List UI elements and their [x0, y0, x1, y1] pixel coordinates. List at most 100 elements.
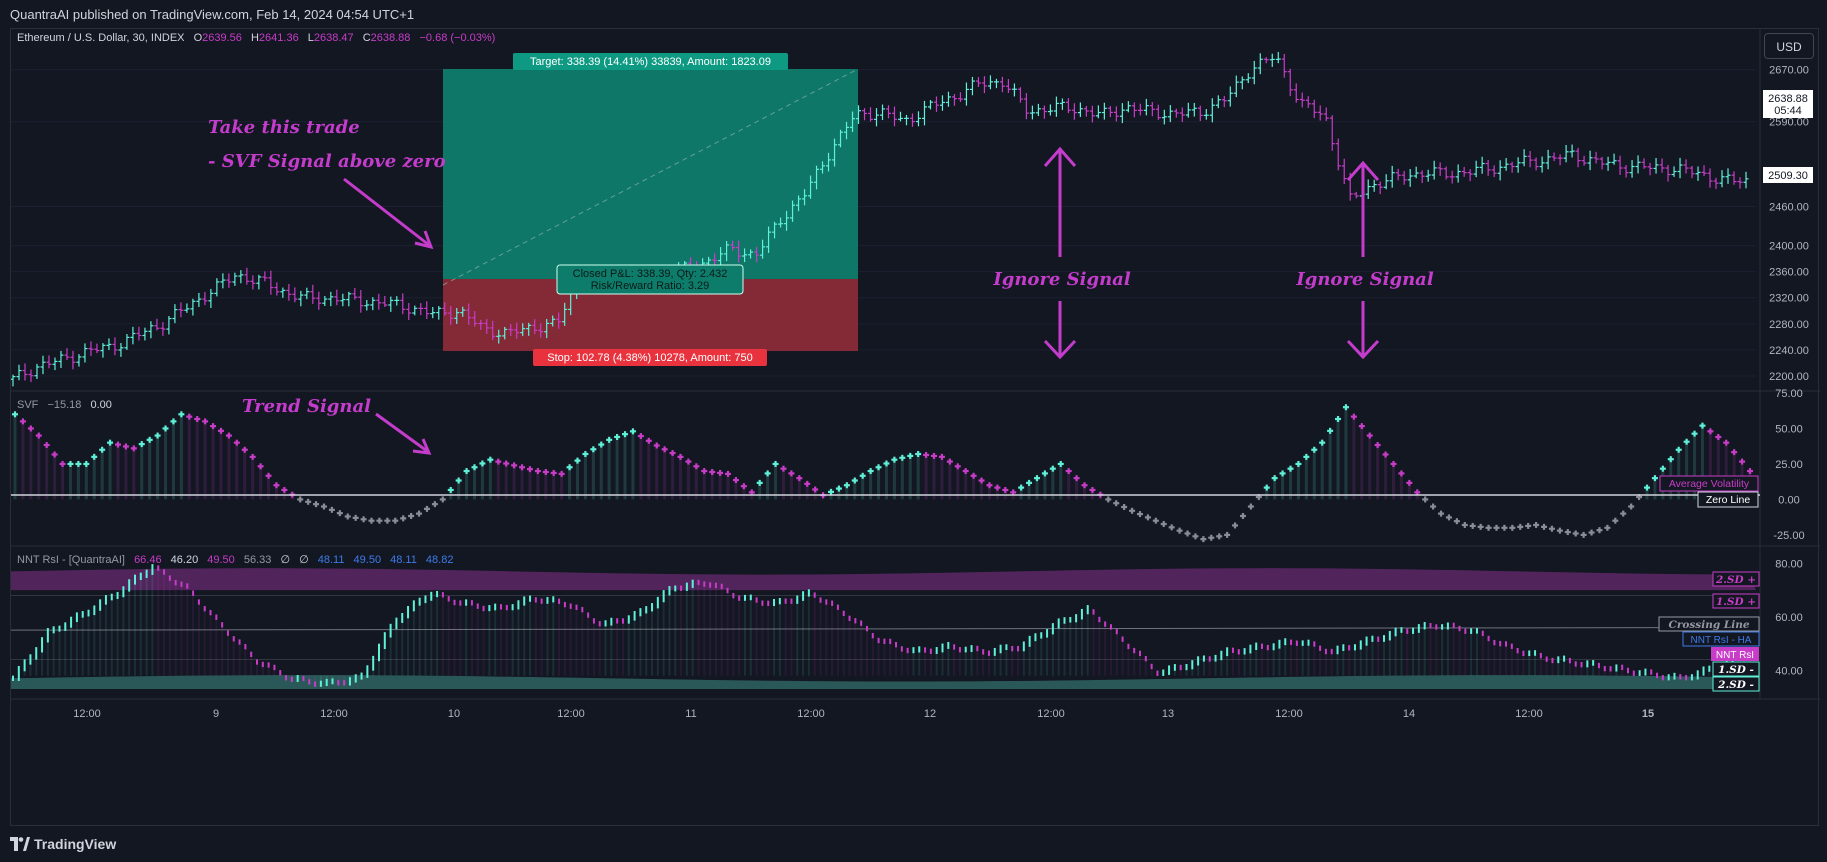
- low-value: 2638.47: [314, 32, 354, 44]
- symbol-name: Ethereum / U.S. Dollar, 30, INDEX: [17, 32, 185, 44]
- rsi-legend-v10: 48.82: [426, 554, 454, 566]
- rsi-legend: NNT RsI - [QuantraAI] 66.46 46.20 49.50 …: [17, 554, 453, 566]
- price-tick: 2460.00: [1769, 201, 1809, 213]
- last-price: 2638.88: [1768, 93, 1808, 105]
- currency-button[interactable]: USD: [1764, 33, 1814, 59]
- price-tick: 2200.00: [1769, 371, 1809, 383]
- rsi-main-label: NNT RsI: [1716, 650, 1754, 661]
- time-tick: 12:00: [1037, 708, 1065, 720]
- price-bars: [11, 51, 1749, 387]
- rsi-ha-label: NNT RsI - HA: [1691, 635, 1752, 646]
- rsi-legend-v1: 66.46: [134, 554, 162, 566]
- footer: TradingView: [0, 826, 1827, 862]
- stop-label: Stop: 102.78 (4.38%) 10278, Amount: 750: [547, 352, 752, 364]
- rsi-crossing-label: Crossing Line: [1668, 619, 1749, 631]
- rsi-1sd-minus-tag: [1712, 661, 1760, 677]
- rsi-2sd-minus-tag: [1712, 676, 1760, 692]
- rsi-ha-tag: [1682, 631, 1760, 647]
- rsi-legend-v5: ∅: [280, 554, 290, 566]
- entry-exit-dashline: [442, 68, 859, 286]
- tradingview-icon: [10, 837, 30, 851]
- rsi-2sd-minus-label: 2.SD -: [1717, 679, 1754, 691]
- annot-ignore-2: Ignore Signal: [1295, 269, 1433, 290]
- time-tick: 11: [685, 708, 696, 720]
- marker-price-tag: [1763, 167, 1813, 183]
- svf-legend: SVF −15.18 0.00: [17, 399, 112, 411]
- ignore1-up-arrow-head: [1043, 146, 1077, 167]
- x-axis-labels: 12:00 9 12:00 10 12:00 11 12:00 12 12:00 13 12:00 1…: [73, 708, 1654, 720]
- annot-take-trade: Take this trade: [208, 117, 360, 138]
- time-tick: 13: [1162, 708, 1174, 720]
- rsi-legend-v2: 46.20: [171, 554, 199, 566]
- chart-area[interactable]: 2200.00 2240.00 2280.00 2320.00 2360.00 2400.…: [10, 28, 1820, 827]
- rsi-tick: 60.00: [1775, 612, 1803, 624]
- tradingview-label: TradingView: [34, 836, 117, 852]
- marker-price: 2509.30: [1768, 170, 1808, 182]
- time-tick: 12:00: [797, 708, 825, 720]
- price-tick: 2360.00: [1769, 267, 1809, 279]
- svf-tick: -25.00: [1773, 530, 1804, 542]
- rsi-2sd-plus-tag: [1712, 571, 1760, 587]
- close-label: C: [363, 32, 371, 44]
- ignore2-down-arrow-head: [1346, 339, 1380, 360]
- zero-line-tag: [1697, 491, 1759, 508]
- target-label-box: [513, 53, 788, 70]
- svf-legend-v2: 0.00: [90, 399, 111, 411]
- price-tick: 2590.00: [1769, 117, 1809, 129]
- tradingview-logo[interactable]: TradingView: [10, 836, 116, 852]
- countdown: 05:44: [1774, 105, 1802, 117]
- price-tick: 2320.00: [1769, 293, 1809, 305]
- annot-arrow-1-head: [414, 230, 434, 250]
- y-axis-labels: 2200.00 2240.00 2280.00 2320.00 2360.00 2400.…: [1769, 65, 1809, 678]
- target-zone[interactable]: [443, 69, 858, 279]
- time-tick: 12: [924, 708, 936, 720]
- annot-arrow-1: [343, 177, 430, 247]
- rsi-legend-v4: 56.33: [244, 554, 272, 566]
- time-tick: 12:00: [320, 708, 348, 720]
- svf-legend-v1: −15.18: [47, 399, 81, 411]
- annot-ignore-1: Ignore Signal: [992, 269, 1130, 290]
- svf-tick: 50.00: [1775, 423, 1803, 435]
- svf-tick: 25.00: [1775, 459, 1803, 471]
- symbol-legend: Ethereum / U.S. Dollar, 30, INDEX O2639.…: [17, 32, 495, 44]
- target-label: Target: 338.39 (14.41%) 33839, Amount: 1…: [530, 56, 771, 68]
- time-tick: 14: [1403, 708, 1415, 720]
- rsi-pane: [11, 564, 1757, 689]
- close-value: 2638.88: [371, 32, 411, 44]
- rsi-lower-band: [11, 675, 1756, 689]
- ignore1-down-arrow-head: [1043, 339, 1077, 360]
- annot-arrow-2-head: [412, 438, 432, 455]
- time-tick: 10: [448, 708, 460, 720]
- rsi-crossing-line: [11, 627, 1757, 631]
- time-tick: 12:00: [1275, 708, 1303, 720]
- pnl-box: [556, 264, 744, 295]
- price-tick: 2240.00: [1769, 345, 1809, 357]
- chart-svg[interactable]: 2200.00 2240.00 2280.00 2320.00 2360.00 2400.…: [11, 29, 1820, 827]
- svf-legend-name: SVF: [17, 399, 39, 411]
- price-tick: 2400.00: [1769, 241, 1809, 253]
- price-tick: 2280.00: [1769, 319, 1809, 331]
- rsi-legend-v6: ∅: [299, 554, 309, 566]
- time-tick: 9: [213, 708, 219, 720]
- rsi-1sd-plus-label: 1.SD +: [1716, 596, 1756, 608]
- annot-arrow-2: [375, 412, 428, 453]
- rsi-tick: 40.00: [1775, 665, 1803, 677]
- rsi-legend-v3: 49.50: [207, 554, 235, 566]
- rsi-crossing-tag: [1658, 616, 1760, 632]
- svf-tick: 0.00: [1778, 494, 1799, 506]
- rsi-1sd-plus-tag: [1712, 593, 1760, 609]
- rsi-main-tag: [1711, 647, 1759, 661]
- time-tick: 12:00: [1515, 708, 1543, 720]
- low-label: L: [308, 32, 314, 44]
- annotations: Take this trade - SVF Signal above zero …: [208, 117, 1434, 455]
- open-label: O: [194, 32, 203, 44]
- svf-tick: 75.00: [1775, 388, 1803, 400]
- svf-pane: [12, 404, 1753, 543]
- time-tick: 12:00: [557, 708, 585, 720]
- time-tick: 12:00: [73, 708, 101, 720]
- annot-trend-signal: Trend Signal: [242, 396, 371, 417]
- price-tick: 2670.00: [1769, 65, 1809, 77]
- open-value: 2639.56: [202, 32, 242, 44]
- annot-svf-note: - SVF Signal above zero: [208, 151, 446, 172]
- grid-lines: [11, 69, 1756, 377]
